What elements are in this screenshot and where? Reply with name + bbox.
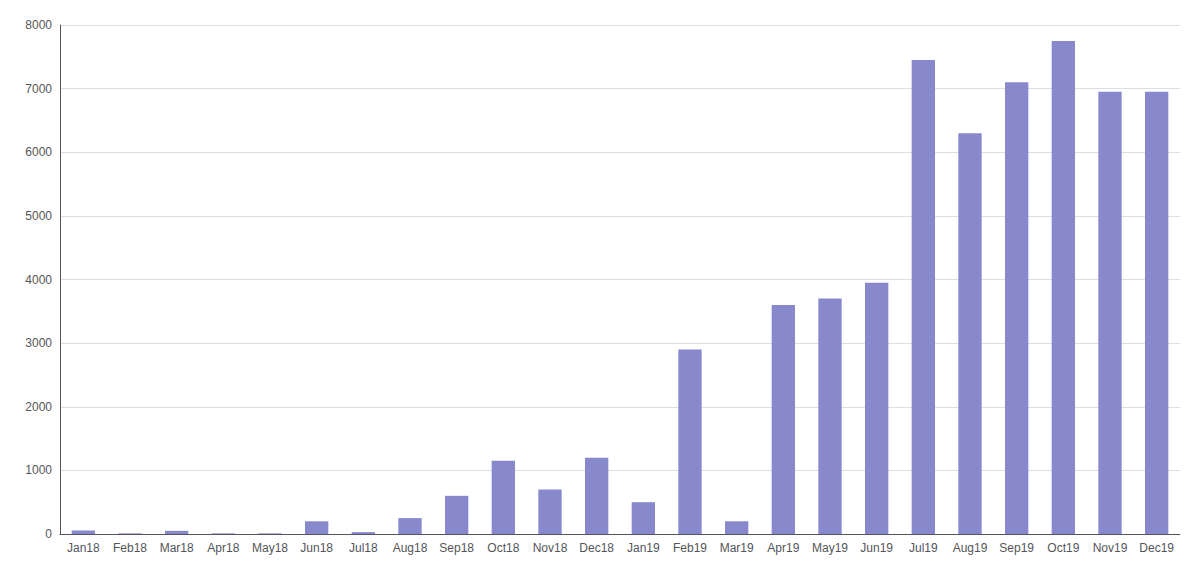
svg-text:May18: May18 xyxy=(252,541,288,555)
svg-text:4000: 4000 xyxy=(25,273,52,287)
svg-text:1000: 1000 xyxy=(25,463,52,477)
svg-text:Aug19: Aug19 xyxy=(953,541,988,555)
svg-text:5000: 5000 xyxy=(25,209,52,223)
svg-text:Apr18: Apr18 xyxy=(207,541,239,555)
svg-text:Nov19: Nov19 xyxy=(1093,541,1128,555)
svg-text:Feb18: Feb18 xyxy=(113,541,147,555)
svg-text:Mar18: Mar18 xyxy=(160,541,194,555)
svg-text:2000: 2000 xyxy=(25,400,52,414)
svg-text:3000: 3000 xyxy=(25,336,52,350)
svg-text:Oct19: Oct19 xyxy=(1047,541,1079,555)
svg-text:Jun19: Jun19 xyxy=(860,541,893,555)
svg-text:Apr19: Apr19 xyxy=(767,541,799,555)
svg-text:Aug18: Aug18 xyxy=(393,541,428,555)
svg-text:Oct18: Oct18 xyxy=(487,541,519,555)
svg-text:Mar19: Mar19 xyxy=(720,541,754,555)
svg-text:Nov18: Nov18 xyxy=(533,541,568,555)
svg-text:Jul18: Jul18 xyxy=(349,541,378,555)
svg-text:Jun18: Jun18 xyxy=(300,541,333,555)
svg-text:8000: 8000 xyxy=(25,18,52,32)
svg-text:Jul19: Jul19 xyxy=(909,541,938,555)
svg-text:Jan18: Jan18 xyxy=(67,541,100,555)
svg-text:May19: May19 xyxy=(812,541,848,555)
svg-text:Sep18: Sep18 xyxy=(439,541,474,555)
svg-text:Dec18: Dec18 xyxy=(579,541,614,555)
svg-text:Jan19: Jan19 xyxy=(627,541,660,555)
svg-text:Sep19: Sep19 xyxy=(999,541,1034,555)
svg-text:7000: 7000 xyxy=(25,82,52,96)
svg-text:0: 0 xyxy=(45,527,52,541)
svg-text:Dec19: Dec19 xyxy=(1139,541,1174,555)
svg-text:Feb19: Feb19 xyxy=(673,541,707,555)
svg-text:6000: 6000 xyxy=(25,145,52,159)
